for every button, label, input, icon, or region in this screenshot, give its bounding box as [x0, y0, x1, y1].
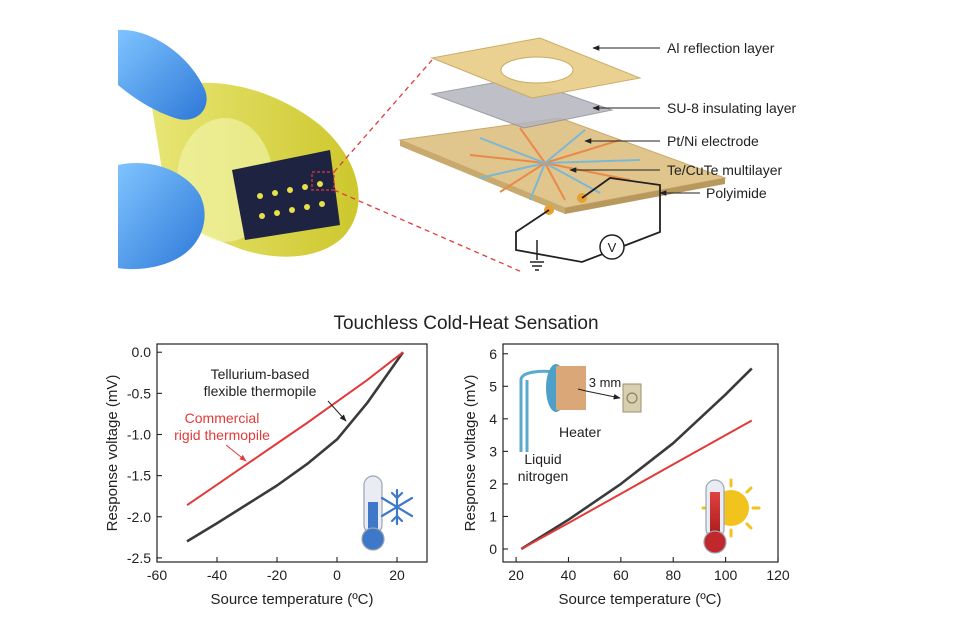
left-ylabel: Response voltage (mV) [104, 375, 121, 532]
right-ytick-label: 0 [489, 541, 497, 557]
label-multilayer: Te/CuTe multilayer [667, 162, 782, 178]
left-series-flexible-line [186, 351, 405, 543]
left-xtick-label: 0 [333, 567, 341, 583]
right-series-commercial-line [520, 419, 753, 550]
label-al: Al reflection layer [667, 40, 775, 56]
left-ytick-label: -1.5 [127, 468, 151, 484]
annotation-flexible-arrow [327, 400, 347, 422]
snowflake-icon [380, 488, 414, 526]
left-xtick-label: 20 [389, 567, 405, 583]
right-plot-frame [502, 343, 779, 563]
annotation-commercial-line2: rigid thermopile [174, 427, 270, 443]
device-photo [118, 20, 378, 275]
hot-thermometer-icon [703, 479, 727, 554]
right-ytick-label: 1 [489, 508, 497, 524]
zoom-line-bottom [333, 189, 523, 273]
right-ytick-label: 3 [489, 443, 497, 459]
right-ytick-label: 5 [489, 378, 497, 394]
su8-layer [430, 77, 614, 129]
right-xtick-label: 60 [613, 567, 629, 583]
label-su8: SU-8 insulating layer [667, 100, 797, 116]
inset-heater-label: Heater [559, 424, 601, 440]
right-ytick-label: 6 [489, 346, 497, 362]
left-ytick-label: -0.5 [127, 385, 151, 401]
annotation-commercial-line1: Commercial [185, 410, 260, 426]
annotation-flexible-line1: Tellurium-based [211, 366, 310, 382]
left-xtick-label: -60 [147, 567, 167, 583]
left-ytick-label: 0.0 [132, 344, 152, 360]
right-series [520, 367, 753, 551]
heater-inset: 3 mm Heater Liquid nitrogen [518, 364, 642, 484]
right-xtick-label: 120 [766, 567, 790, 583]
left-ytick-label: -2.5 [127, 550, 151, 566]
cold-thermometer-icon [361, 475, 385, 551]
right-xlabel: Source temperature (ºC) [558, 591, 721, 608]
label-polyimide: Polyimide [706, 185, 767, 201]
right-ylabel: Response voltage (mV) [462, 375, 479, 532]
sensor-chip-icon [622, 383, 642, 413]
heater-block-icon [556, 366, 586, 410]
left-xlabel: Source temperature (ºC) [210, 591, 373, 608]
inset-nitrogen-line1: Liquid [524, 451, 561, 467]
ground-icon [530, 261, 544, 271]
annotation-commercial-arrow [225, 444, 247, 462]
layer-diagram: V [398, 37, 727, 271]
distance-arrow [585, 390, 621, 400]
left-ytick-label: -1.0 [127, 426, 151, 442]
right-ytick-label: 4 [489, 411, 497, 427]
sensor-dots [257, 181, 325, 219]
voltmeter-icon [599, 234, 625, 260]
right-ticks: 20 40 60 80 100 120 0 1 2 3 4 5 6 [489, 346, 790, 583]
left-ytick-label: -2.0 [127, 509, 151, 525]
radial-electrodes [469, 127, 641, 201]
right-xtick-label: 20 [508, 567, 524, 583]
inset-nitrogen-line2: nitrogen [518, 468, 569, 484]
right-xtick-label: 80 [665, 567, 681, 583]
annotation-flexible-line2: flexible thermopile [204, 383, 317, 399]
chart-hot: 20 40 60 80 100 120 0 1 2 3 4 5 6 Source temperature… [462, 343, 790, 608]
left-series-commercial-line [186, 351, 404, 507]
left-ticks: -60 -40 -20 0 20 0.0 -0.5 -1.0 -1.5 -2.0 -2.5 [127, 344, 405, 583]
left-series [186, 351, 405, 543]
left-plot-frame [156, 343, 428, 563]
right-xtick-label: 100 [714, 567, 738, 583]
voltmeter-label: V [608, 240, 617, 255]
left-xtick-label: -40 [207, 567, 227, 583]
figure-title: Touchless Cold-Heat Sensation [333, 313, 598, 334]
right-series-flexible-line [520, 367, 753, 551]
right-xtick-label: 40 [561, 567, 577, 583]
inset-distance-label: 3 mm [589, 375, 622, 390]
left-xtick-label: -20 [267, 567, 287, 583]
zoom-line-top [333, 59, 433, 173]
label-electrode: Pt/Ni electrode [667, 133, 759, 149]
right-ytick-label: 2 [489, 476, 497, 492]
chart-cold: -60 -40 -20 0 20 0.0 -0.5 -1.0 -1.5 -2.0 -2.5 Sour… [104, 343, 428, 608]
